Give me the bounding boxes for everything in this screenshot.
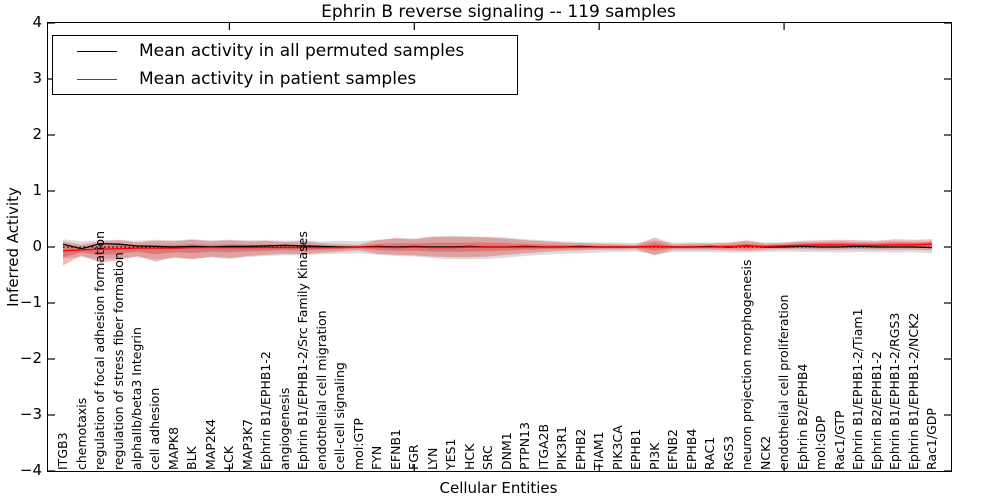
patient-band-area (63, 236, 932, 266)
x-axis-label: Cellular Entities (439, 479, 558, 497)
chart-title: Ephrin B reverse signaling -- 119 sample… (321, 2, 676, 22)
patient-line-swatch-icon (77, 78, 117, 80)
legend-item-patient: Mean activity in patient samples (77, 69, 517, 89)
legend-label-permuted: Mean activity in all permuted samples (139, 41, 465, 61)
y-tick-label: 3 (32, 69, 42, 87)
legend: Mean activity in all permuted samples Me… (52, 35, 518, 95)
y-tick-label: 0 (32, 237, 42, 255)
y-tick-label: 1 (32, 181, 42, 199)
y-axis-tick-labels: 4 3 2 1 0 −1 −2 −3 −4 (0, 0, 42, 500)
y-tick-label: −3 (19, 405, 42, 423)
y-tick-label: −2 (19, 349, 42, 367)
y-tick-label: 4 (32, 13, 42, 31)
y-tick-label: −4 (19, 461, 42, 479)
y-axis-label: Inferred Activity (4, 187, 22, 307)
y-tick-label: −1 (19, 293, 42, 311)
plot-area: ITGB3 chemotaxis regulation of focal adhes… (47, 22, 952, 472)
permuted-line-swatch-icon (77, 50, 117, 52)
patient-mean-line (62, 243, 933, 252)
legend-label-patient: Mean activity in patient samples (139, 69, 417, 89)
chart-canvas (48, 23, 951, 471)
legend-item-permuted: Mean activity in all permuted samples (77, 41, 517, 61)
y-tick-label: 2 (32, 125, 42, 143)
